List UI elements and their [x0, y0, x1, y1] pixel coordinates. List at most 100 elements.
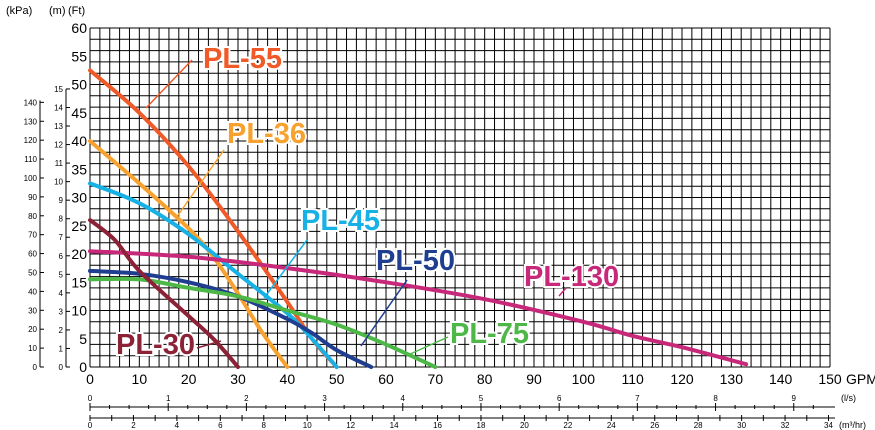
curve-pl-30	[88, 218, 240, 369]
m3hr-tick-label: 10	[303, 421, 312, 430]
ls-tick-label: 2	[244, 394, 249, 403]
y-tick-label-kpa: 10	[28, 344, 37, 353]
curve-labels: PL-55 PL-36 PL-45 PL-50 PL-130 PL-75 PL-30	[114, 41, 621, 363]
ls-tick-label: 6	[557, 394, 562, 403]
m3hr-tick-label: 20	[520, 421, 529, 430]
m3hr-tick-label: 12	[346, 421, 355, 430]
x-tick-label-gpm: 130	[720, 371, 744, 387]
x-tick-label-gpm: 30	[230, 371, 246, 387]
ls-tick-label: 8	[713, 394, 718, 403]
y-tick-label-kpa: 0	[33, 363, 38, 372]
ls-tick-label: 9	[792, 394, 797, 403]
y-tick-label-kpa: 60	[28, 250, 37, 259]
y-tick-label-m: 9	[59, 196, 64, 205]
y-tick-label-m: 4	[59, 289, 64, 298]
y-tick-label-kpa: 130	[24, 117, 38, 126]
y-tick-label-ft: 5	[79, 331, 87, 347]
ls-tick-label: 4	[401, 394, 406, 403]
label-pl-55: PL-55	[203, 43, 282, 75]
x-tick-label-gpm: 110	[622, 371, 645, 387]
y-tick-label-ft: 50	[71, 77, 87, 93]
y-tick-label-kpa: 40	[28, 287, 37, 296]
label-pl-50: PL-50	[376, 245, 455, 277]
x-tick-label-gpm: 80	[477, 371, 493, 387]
curve-pl-45	[88, 181, 339, 369]
y-tick-label-kpa: 110	[24, 155, 37, 164]
y-tick-label-ft: 25	[71, 218, 87, 234]
y-tick-label-ft: 55	[71, 48, 87, 64]
y-tick-label-kpa: 120	[24, 136, 38, 145]
x-tick-label-gpm: 0	[86, 371, 94, 387]
m3hr-tick-label: 8	[262, 421, 267, 430]
curve-pl-36	[88, 139, 290, 369]
label-pl-36: PL-36	[227, 118, 306, 150]
y-tick-label-m: 13	[54, 122, 63, 131]
x-tick-label-gpm: 140	[769, 371, 793, 387]
label-pl-75: PL-75	[450, 318, 529, 350]
y-tick-label-ft: 0	[79, 359, 87, 375]
m3hr-axis-unit: (m³/hr)	[839, 420, 866, 430]
curve-pl-75	[88, 276, 438, 369]
m-axis-header: (m)	[49, 5, 66, 17]
y-tick-label-ft: 15	[71, 274, 87, 290]
y-tick-label-kpa: 70	[28, 231, 37, 240]
y-tick-label-kpa: 30	[28, 306, 37, 315]
y-tick-label-m: 3	[59, 307, 64, 316]
y-tick-label-m: 12	[54, 141, 63, 150]
y-tick-label-m: 15	[54, 85, 63, 94]
y-tick-label-m: 8	[59, 215, 64, 224]
m3hr-tick-label: 18	[477, 421, 486, 430]
y-tick-label-ft: 20	[71, 246, 87, 262]
m3hr-tick-label: 28	[694, 421, 703, 430]
axis-ticks: 0510152025303540455055600123456789101112…	[24, 20, 866, 430]
m3hr-tick-label: 14	[390, 421, 399, 430]
y-tick-label-m: 2	[59, 326, 64, 335]
y-tick-label-kpa: 100	[24, 174, 38, 183]
x-tick-label-gpm: 40	[280, 371, 296, 387]
ls-tick-label: 1	[166, 394, 171, 403]
m3hr-tick-label: 0	[88, 421, 93, 430]
x-tick-label-gpm: 10	[132, 371, 148, 387]
m3hr-tick-label: 16	[433, 421, 442, 430]
y-tick-label-ft: 30	[71, 190, 87, 206]
m3hr-tick-label: 24	[607, 421, 616, 430]
ls-tick-label: 5	[479, 394, 484, 403]
label-pl-130: PL-130	[524, 261, 619, 293]
ls-tick-label: 7	[635, 394, 640, 403]
ft-axis-header: (Ft)	[68, 5, 85, 17]
y-tick-label-m: 7	[59, 233, 64, 242]
leader-pl-75	[407, 336, 449, 356]
ls-tick-label: 0	[88, 394, 93, 403]
y-tick-label-ft: 10	[71, 303, 87, 319]
leader-pl-130	[558, 287, 567, 297]
x-tick-label-gpm: 60	[378, 371, 394, 387]
m3hr-tick-label: 2	[131, 421, 136, 430]
m3hr-tick-label: 22	[563, 421, 572, 430]
y-tick-label-kpa: 80	[28, 212, 37, 221]
leader-pl-55	[145, 59, 193, 109]
m3hr-tick-label: 26	[650, 421, 659, 430]
m3hr-tick-label: 6	[218, 421, 223, 430]
x-tick-label-gpm: 90	[526, 371, 542, 387]
leader-pl-30	[196, 340, 222, 349]
x-tick-label-gpm: 70	[428, 371, 444, 387]
leader-pl-36	[175, 149, 225, 219]
y-tick-label-ft: 45	[71, 105, 87, 121]
y-tick-label-m: 10	[54, 178, 63, 187]
x-tick-label-gpm: 120	[670, 371, 694, 387]
y-tick-label-m: 11	[55, 159, 64, 168]
label-pl-45: PL-45	[301, 205, 380, 237]
y-tick-label-ft: 35	[71, 161, 87, 177]
ls-axis-unit: (l/s)	[841, 393, 856, 403]
m3hr-tick-label: 30	[737, 421, 746, 430]
y-tick-label-kpa: 90	[28, 193, 37, 202]
x-tick-label-gpm: 20	[181, 371, 197, 387]
curve-pl-130	[88, 249, 749, 367]
leader-pl-45	[263, 239, 308, 299]
x-tick-label-gpm: 50	[329, 371, 345, 387]
x-axis-unit-gpm: GPM	[846, 371, 875, 387]
y-tick-label-m: 14	[54, 103, 63, 112]
kpa-axis-header: (kPa)	[6, 5, 32, 17]
y-tick-label-kpa: 140	[24, 98, 38, 107]
